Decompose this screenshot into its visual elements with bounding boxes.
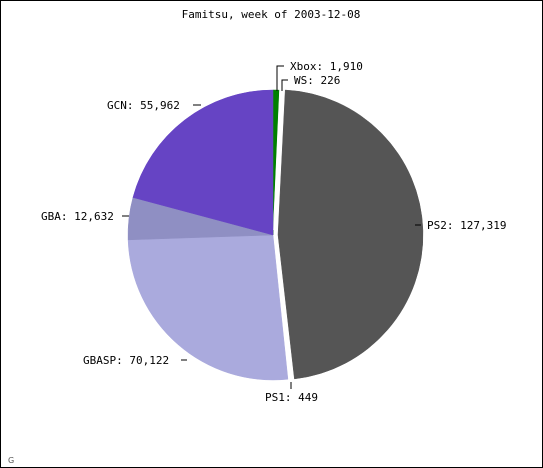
slice-label-ps2: PS2: 127,319 xyxy=(427,219,506,232)
pie-slices xyxy=(127,84,424,385)
leader-line-ws xyxy=(281,79,288,91)
corner-logo-icon: G xyxy=(8,456,14,465)
slice-label-xbox: Xbox: 1,910 xyxy=(290,60,363,73)
slice-label-gbasp: GBASP: 70,122 xyxy=(83,354,169,367)
slice-label-ps1: PS1: 449 xyxy=(265,391,318,404)
pie-slice-ws xyxy=(272,84,281,231)
chart-title: Famitsu, week of 2003-12-08 xyxy=(182,8,361,21)
slice-label-gba: GBA: 12,632 xyxy=(41,210,114,223)
slice-label-gcn: GCN: 55,962 xyxy=(107,99,180,112)
pie-slice-gcn xyxy=(132,89,274,236)
pie-slice-ps1 xyxy=(273,239,291,385)
leader-line-xbox xyxy=(276,65,284,91)
pie-slice-gbasp xyxy=(127,234,289,381)
slice-label-ws: WS: 226 xyxy=(294,74,340,87)
pie-slice-ps2 xyxy=(277,89,424,380)
